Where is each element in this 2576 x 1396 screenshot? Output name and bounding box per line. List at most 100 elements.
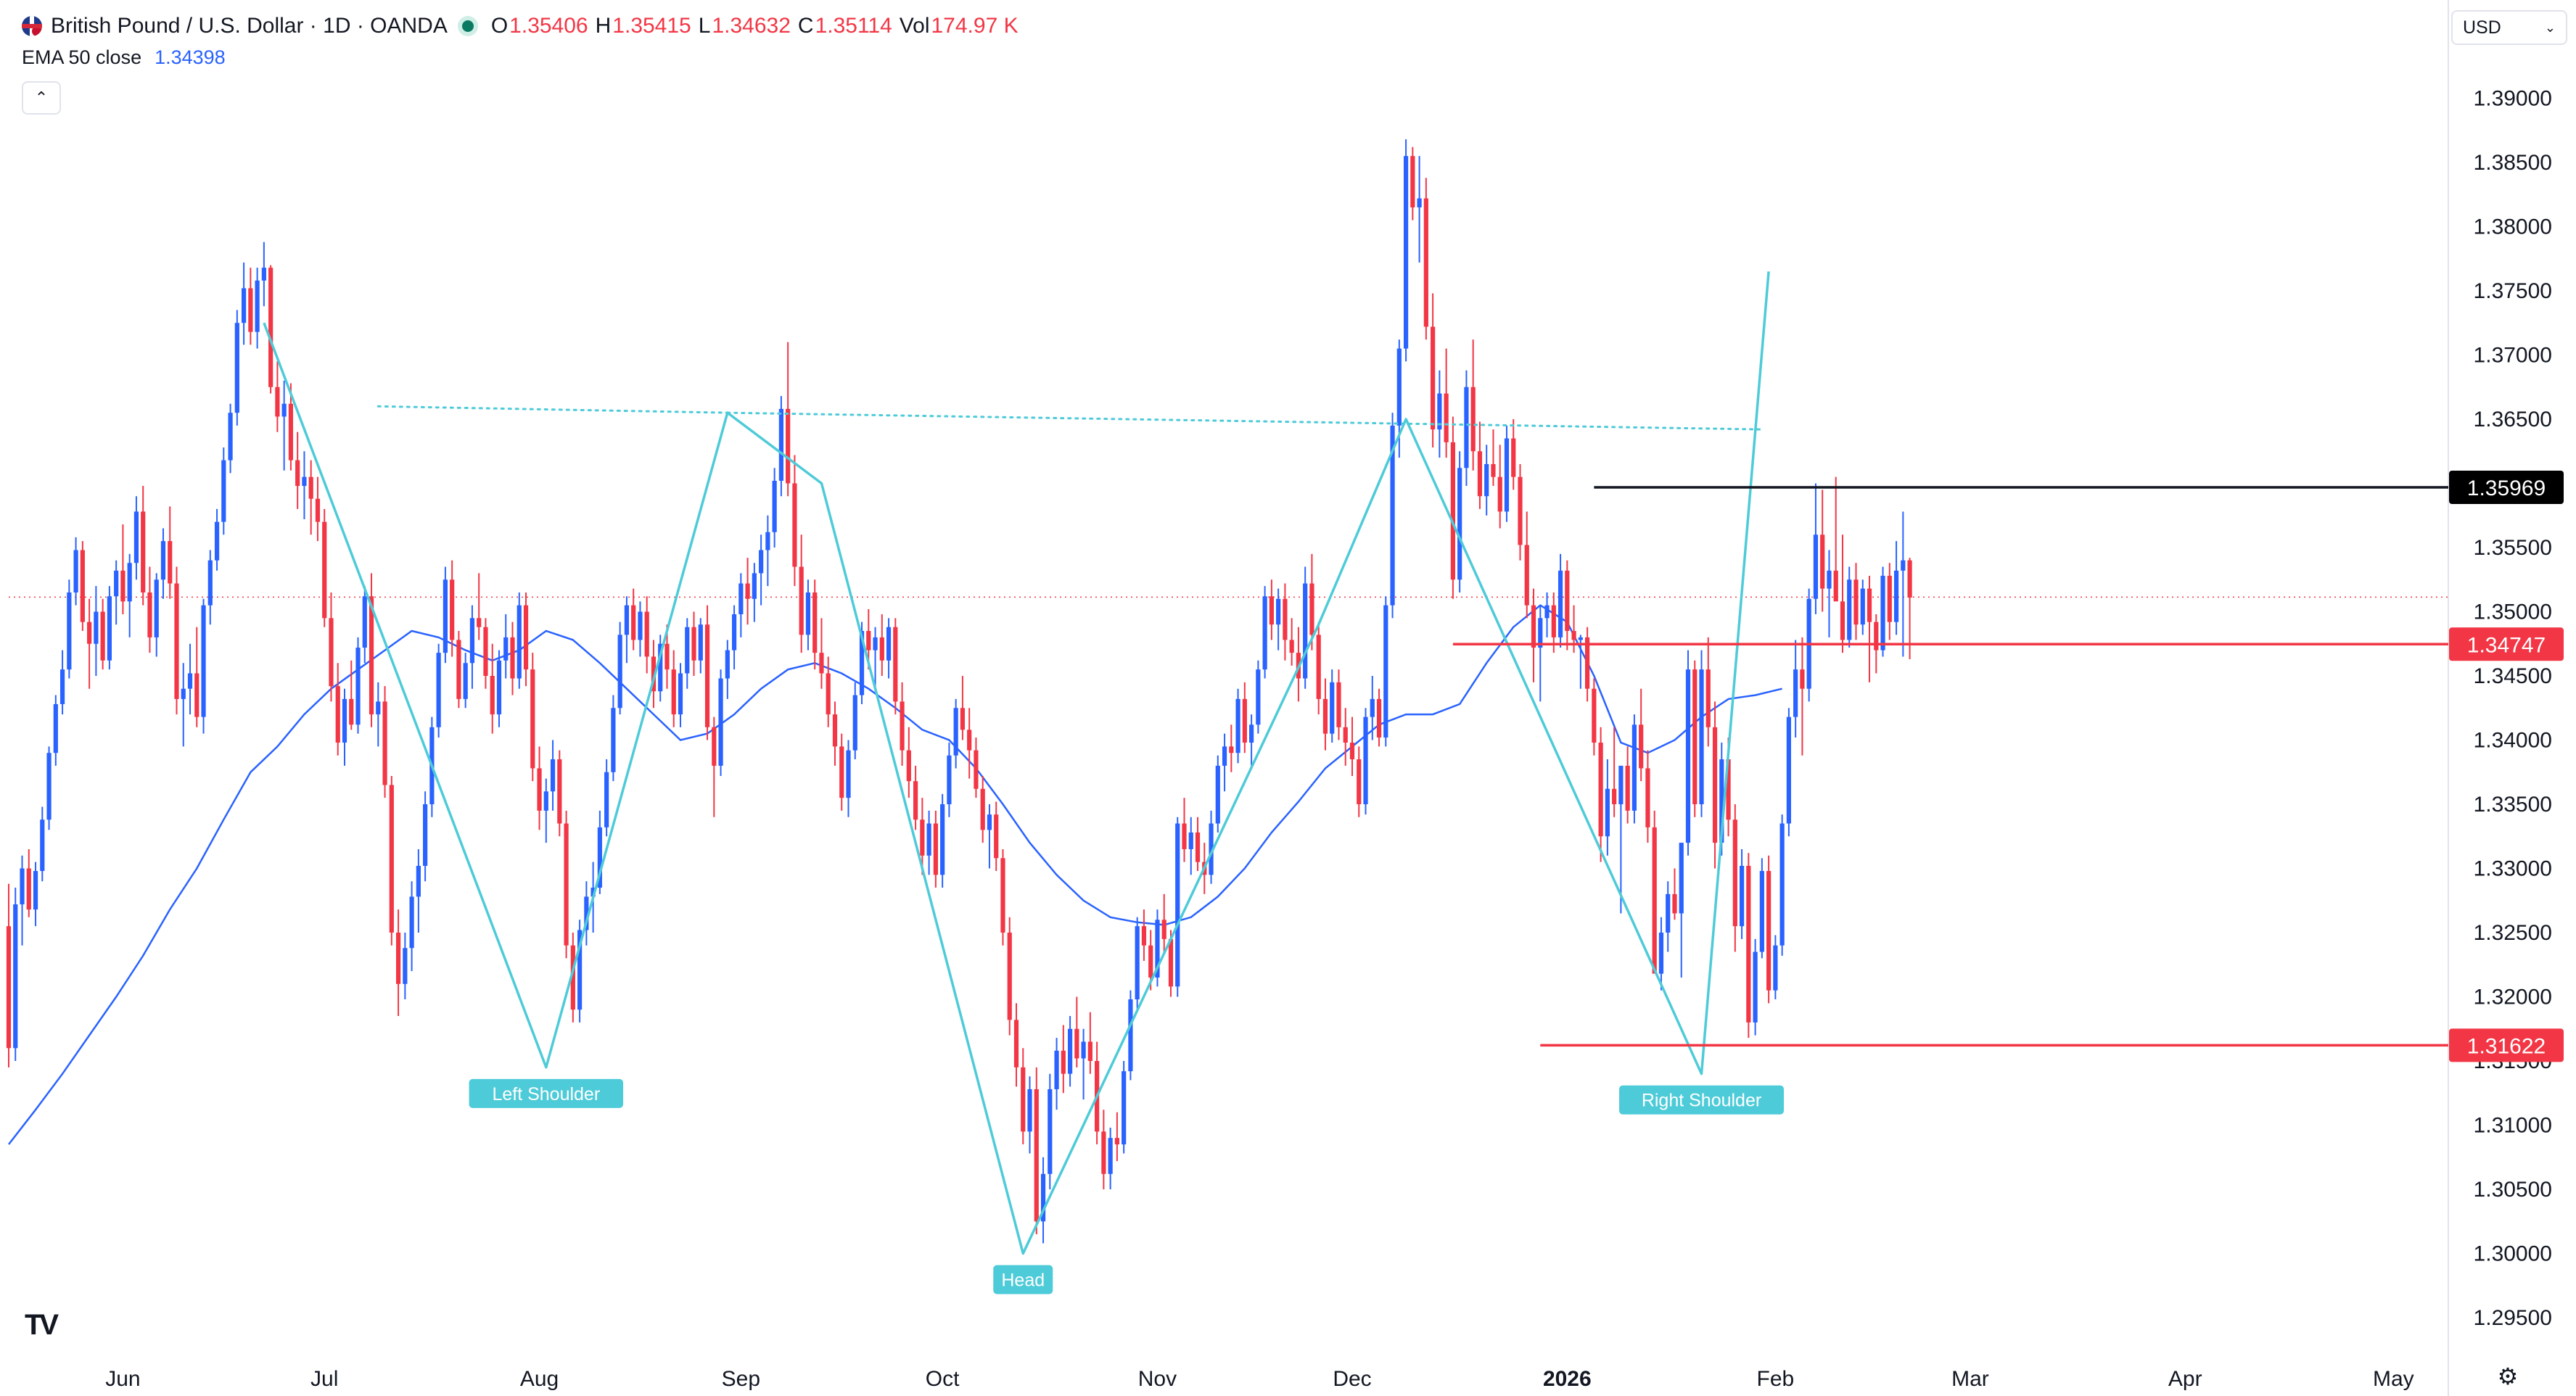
candle-body[interactable] [1880, 575, 1885, 650]
candle-body[interactable] [1370, 698, 1375, 717]
candle-body[interactable] [712, 727, 717, 766]
candle-body[interactable] [1067, 1028, 1073, 1074]
candle-body[interactable] [1773, 945, 1778, 991]
candle-body[interactable] [1578, 637, 1583, 640]
candle-body[interactable] [752, 573, 757, 599]
candle-body[interactable] [187, 673, 193, 689]
candle-body[interactable] [416, 865, 421, 897]
candle-body[interactable] [1867, 588, 1872, 622]
candle-body[interactable] [1524, 545, 1529, 606]
candle-body[interactable] [26, 868, 31, 910]
candle-body[interactable] [1625, 765, 1630, 811]
candle-body[interactable] [1484, 463, 1489, 497]
candle-body[interactable] [168, 541, 173, 584]
candle-body[interactable] [1289, 640, 1294, 653]
candle-body[interactable] [255, 280, 260, 332]
candle-body[interactable] [1087, 1041, 1092, 1061]
candle-body[interactable] [786, 408, 791, 484]
candle-body[interactable] [1746, 865, 1751, 1023]
candle-body[interactable] [1544, 605, 1550, 619]
candle-body[interactable] [1349, 743, 1355, 760]
candle-body[interactable] [1141, 926, 1147, 946]
candle-body[interactable] [248, 288, 253, 332]
candle-body[interactable] [1557, 570, 1563, 637]
candle-body[interactable] [450, 579, 455, 640]
candle-body[interactable] [826, 673, 831, 715]
candle-body[interactable] [147, 592, 152, 637]
candle-body[interactable] [846, 750, 851, 798]
candle-body[interactable] [960, 708, 966, 730]
candle-body[interactable] [1531, 605, 1536, 648]
candle-body[interactable] [1390, 425, 1395, 606]
candle-body[interactable] [664, 643, 670, 670]
candle-body[interactable] [268, 268, 273, 387]
candle-body[interactable] [1893, 570, 1899, 622]
candle-body[interactable] [1672, 893, 1677, 914]
candle-body[interactable] [920, 819, 925, 856]
candle-body[interactable] [308, 476, 313, 499]
candle-body[interactable] [1081, 1041, 1086, 1059]
candle-body[interactable] [590, 888, 596, 897]
candle-body[interactable] [1840, 601, 1845, 640]
candle-body[interactable] [530, 669, 535, 769]
neckline-2[interactable] [726, 411, 1764, 431]
candle-body[interactable] [1148, 945, 1153, 978]
candle-body[interactable] [933, 823, 938, 875]
candle-body[interactable] [261, 268, 266, 281]
candle-body[interactable] [221, 460, 226, 522]
candle-body[interactable] [1450, 442, 1455, 580]
candle-body[interactable] [114, 570, 119, 597]
candle-body[interactable] [1504, 438, 1510, 512]
candle-body[interactable] [611, 708, 616, 772]
candle-body[interactable] [214, 521, 220, 561]
candle-body[interactable] [181, 688, 186, 699]
candle-body[interactable] [1229, 746, 1234, 753]
candle-body[interactable] [423, 804, 428, 866]
candle-body[interactable] [759, 550, 764, 574]
candle-body[interactable] [1712, 727, 1718, 843]
candle-body[interactable] [517, 605, 522, 679]
candle-body[interactable] [906, 750, 911, 782]
candle-body[interactable] [1235, 698, 1240, 753]
candle-body[interactable] [953, 708, 958, 756]
candle-body[interactable] [604, 772, 609, 827]
candle-body[interactable] [550, 759, 556, 792]
candle-body[interactable] [1631, 724, 1637, 811]
candle-body[interactable] [799, 566, 804, 635]
candle-body[interactable] [1800, 669, 1805, 689]
candle-body[interactable] [584, 896, 589, 930]
candle-body[interactable] [994, 814, 999, 859]
candle-body[interactable] [329, 618, 334, 687]
candle-body[interactable] [980, 788, 985, 830]
candle-body[interactable] [1048, 1089, 1053, 1174]
symbol-title[interactable]: British Pound / U.S. Dollar · 1D · OANDA [51, 14, 448, 38]
candle-body[interactable] [1779, 823, 1785, 946]
candle-body[interactable] [1833, 570, 1838, 602]
candle-body[interactable] [1363, 716, 1368, 804]
candle-body[interactable] [940, 804, 945, 875]
candle-body[interactable] [1766, 871, 1771, 991]
candle-body[interactable] [1054, 1050, 1059, 1089]
candle-body[interactable] [1679, 843, 1684, 914]
candle-body[interactable] [1658, 933, 1664, 974]
candle-body[interactable] [1444, 393, 1449, 442]
candle-body[interactable] [436, 653, 441, 727]
candle-body[interactable] [967, 730, 972, 751]
candle-body[interactable] [1396, 348, 1402, 426]
candle-body[interactable] [503, 637, 509, 661]
candle-body[interactable] [1759, 871, 1764, 952]
candle-body[interactable] [1605, 788, 1610, 837]
candle-body[interactable] [1269, 596, 1274, 625]
candle-body[interactable] [20, 868, 25, 905]
candle-body[interactable] [839, 746, 844, 798]
candle-body[interactable] [651, 656, 657, 692]
candle-body[interactable] [395, 933, 401, 984]
candle-body[interactable] [1464, 387, 1469, 468]
candle-body[interactable] [6, 926, 12, 1049]
neckline-1[interactable] [376, 405, 729, 414]
candle-body[interactable] [1322, 698, 1328, 734]
candle-body[interactable] [852, 695, 857, 751]
candle-body[interactable] [698, 624, 703, 661]
candle-body[interactable] [893, 627, 898, 702]
candle-body[interactable] [1612, 788, 1617, 804]
